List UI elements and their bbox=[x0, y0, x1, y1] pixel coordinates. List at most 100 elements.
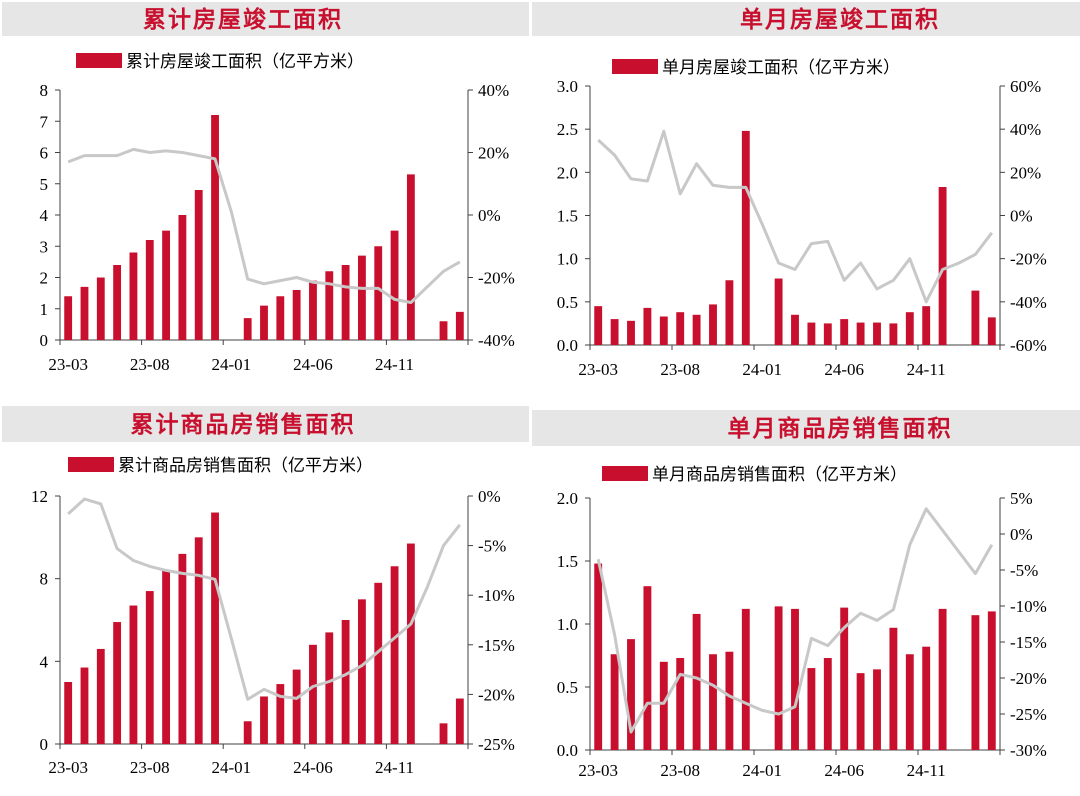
y-right-tick-label: -5% bbox=[1010, 561, 1038, 580]
y-right-tick-label: -20% bbox=[1010, 669, 1047, 688]
y-right-tick-label: 40% bbox=[478, 81, 509, 100]
bar bbox=[873, 669, 881, 750]
bar bbox=[610, 319, 619, 345]
bar bbox=[374, 582, 383, 744]
bar bbox=[873, 322, 881, 345]
bar bbox=[905, 312, 914, 345]
bar bbox=[194, 537, 203, 744]
y-left-tick-label: 12 bbox=[31, 487, 48, 506]
y-right-tick-label: -40% bbox=[478, 331, 515, 350]
bar bbox=[725, 651, 734, 750]
bar bbox=[243, 721, 252, 744]
x-tick-label: 23-08 bbox=[130, 355, 170, 374]
bar bbox=[971, 615, 980, 750]
bar bbox=[439, 321, 448, 340]
legend-swatch bbox=[68, 457, 114, 472]
bar bbox=[243, 318, 252, 340]
legend-label: 单月房屋竣工面积（亿平方米） bbox=[662, 58, 900, 77]
bar bbox=[260, 696, 268, 744]
bar bbox=[341, 265, 350, 340]
bar bbox=[276, 684, 285, 744]
bar bbox=[905, 654, 914, 750]
bar bbox=[358, 255, 366, 340]
bar bbox=[659, 661, 668, 750]
y-right-tick-label: 0% bbox=[478, 487, 501, 506]
bar bbox=[987, 611, 996, 750]
y-left-tick-label: 4 bbox=[40, 206, 49, 225]
y-right-tick-label: 5% bbox=[1010, 489, 1033, 508]
chart-header-band bbox=[532, 2, 1080, 36]
bar bbox=[96, 277, 105, 340]
y-right-tick-label: -10% bbox=[1010, 597, 1047, 616]
bar bbox=[211, 115, 219, 340]
bar bbox=[676, 658, 685, 750]
chart-title: 单月商品房销售面积 bbox=[728, 415, 953, 441]
y-right-tick-label: -25% bbox=[1010, 705, 1047, 724]
x-tick-label: 23-03 bbox=[48, 758, 88, 777]
y-left-tick-label: 5 bbox=[40, 175, 49, 194]
bar bbox=[676, 312, 685, 345]
bar bbox=[211, 512, 219, 744]
x-tick-label: 24-06 bbox=[824, 360, 864, 379]
bar bbox=[791, 608, 799, 750]
bar bbox=[627, 320, 635, 345]
bar bbox=[856, 673, 865, 750]
bar bbox=[692, 314, 701, 345]
x-tick-label: 23-08 bbox=[130, 758, 170, 777]
bar bbox=[971, 290, 980, 345]
bar bbox=[358, 599, 366, 744]
bar bbox=[162, 570, 170, 744]
bar bbox=[113, 265, 122, 340]
y-right-tick-label: -20% bbox=[478, 685, 515, 704]
y-right-tick-label: -25% bbox=[478, 735, 515, 754]
chart-title: 单月房屋竣工面积 bbox=[740, 6, 940, 32]
y-right-tick-label: 60% bbox=[1010, 77, 1041, 96]
x-tick-label: 24-11 bbox=[907, 761, 946, 780]
bar bbox=[823, 323, 832, 345]
legend-label: 累计房屋竣工面积（亿平方米） bbox=[126, 52, 364, 71]
bar bbox=[610, 654, 619, 750]
y-right-tick-label: 20% bbox=[1010, 163, 1041, 182]
bar bbox=[594, 306, 603, 345]
y-right-tick-label: -15% bbox=[478, 636, 515, 655]
bar bbox=[309, 280, 317, 340]
x-tick-label: 24-06 bbox=[293, 758, 333, 777]
y-left-tick-label: 0.5 bbox=[557, 678, 578, 697]
y-right-tick-label: 0% bbox=[478, 206, 501, 225]
y-left-tick-label: 1.5 bbox=[557, 207, 578, 226]
bar bbox=[276, 296, 285, 340]
bar bbox=[594, 563, 603, 750]
y-right-tick-label: -40% bbox=[1010, 293, 1047, 312]
x-tick-label: 24-01 bbox=[742, 761, 782, 780]
bar bbox=[129, 605, 138, 744]
x-tick-label: 24-11 bbox=[907, 360, 946, 379]
legend-label: 单月商品房销售面积（亿平方米） bbox=[652, 465, 907, 484]
y-right-tick-label: 40% bbox=[1010, 120, 1041, 139]
bar bbox=[741, 608, 750, 750]
chart-title: 累计商品房销售面积 bbox=[131, 411, 356, 437]
x-tick-label: 23-08 bbox=[660, 360, 700, 379]
legend-swatch bbox=[612, 59, 658, 74]
x-tick-label: 24-01 bbox=[212, 758, 252, 777]
bar bbox=[938, 608, 947, 750]
bar bbox=[292, 290, 301, 340]
bar bbox=[292, 669, 301, 744]
y-right-tick-label: -5% bbox=[478, 537, 506, 556]
bar bbox=[938, 187, 947, 345]
bar bbox=[162, 230, 170, 340]
bar bbox=[406, 543, 415, 744]
bar bbox=[113, 622, 122, 744]
yoy-line bbox=[597, 129, 993, 304]
bar bbox=[807, 668, 816, 750]
bar bbox=[178, 553, 187, 744]
y-right-tick-label: -30% bbox=[1010, 741, 1047, 760]
bar bbox=[741, 130, 750, 345]
y-left-tick-label: 2.5 bbox=[557, 120, 578, 139]
bar bbox=[64, 296, 73, 340]
legend-label: 累计商品房销售面积（亿平方米） bbox=[118, 456, 373, 475]
bar bbox=[325, 632, 334, 744]
bar bbox=[922, 306, 931, 345]
